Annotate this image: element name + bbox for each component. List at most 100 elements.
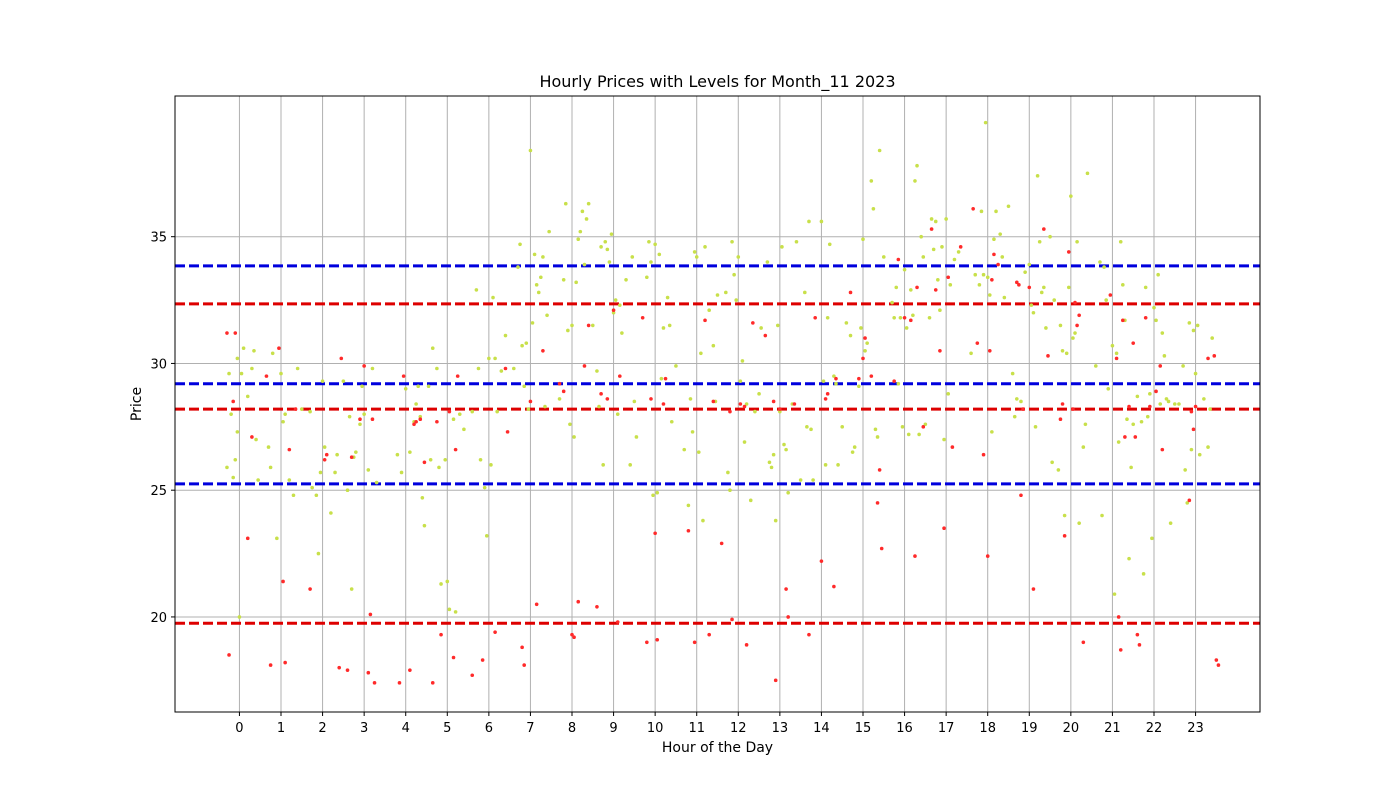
- green-data-point: [349, 587, 354, 591]
- red-data-point: [1015, 280, 1019, 285]
- green-data-point: [545, 313, 549, 318]
- y-tick-label: 25: [150, 484, 167, 499]
- red-data-point: [572, 635, 576, 640]
- red-data-point: [1206, 356, 1210, 361]
- red-data-point: [869, 374, 874, 378]
- green-data-point: [287, 478, 292, 482]
- green-data-point: [819, 219, 824, 224]
- green-data-point: [771, 452, 776, 457]
- red-data-point: [792, 402, 797, 406]
- green-data-point: [990, 430, 994, 434]
- green-data-point: [360, 384, 364, 389]
- green-data-point: [836, 463, 840, 467]
- x-tick-label: 9: [609, 721, 617, 736]
- red-data-point: [231, 399, 235, 404]
- green-data-point: [399, 470, 404, 475]
- green-data-point: [921, 255, 926, 259]
- green-data-point: [823, 463, 828, 467]
- green-data-point: [1210, 336, 1214, 340]
- green-data-point: [730, 239, 734, 244]
- green-data-point: [690, 430, 695, 434]
- green-data-point: [659, 376, 664, 381]
- red-data-point: [834, 376, 838, 381]
- x-tick-label: 16: [896, 721, 913, 736]
- x-tick-label: 18: [979, 721, 996, 736]
- green-data-point: [245, 394, 250, 399]
- red-data-point: [778, 407, 782, 411]
- red-data-point: [1075, 323, 1079, 328]
- red-data-point: [225, 331, 229, 335]
- green-data-point: [229, 412, 233, 416]
- green-data-point: [231, 475, 235, 480]
- green-data-point: [1208, 407, 1212, 411]
- red-data-point: [615, 620, 620, 624]
- red-data-point: [447, 409, 452, 414]
- green-data-point: [927, 316, 932, 320]
- green-data-point: [1071, 336, 1075, 340]
- green-data-point: [310, 485, 314, 490]
- green-data-point: [1052, 298, 1057, 302]
- green-data-point: [572, 435, 576, 439]
- green-data-point: [909, 288, 913, 292]
- green-data-point: [476, 366, 481, 371]
- red-data-point: [861, 356, 865, 361]
- red-data-point: [451, 655, 456, 660]
- green-data-point: [1100, 513, 1104, 518]
- axis-ticks: 0 1 2 3 4 5 6 7 8 9 10 11 12 13 14 15 16 17 18 19 20 21 22 2320…: [150, 231, 1203, 736]
- x-tick-label: 22: [1146, 721, 1163, 736]
- green-data-point: [526, 407, 531, 411]
- green-data-point: [1114, 351, 1119, 356]
- green-data-point: [1106, 386, 1111, 391]
- x-tick-label: 6: [485, 721, 493, 736]
- green-data-point: [395, 452, 400, 457]
- red-data-point: [825, 392, 830, 396]
- green-data-point: [520, 343, 524, 348]
- green-data-point: [445, 579, 450, 584]
- red-data-point: [370, 417, 375, 422]
- green-data-point: [1185, 501, 1190, 505]
- green-data-point: [539, 275, 543, 280]
- red-data-point: [832, 584, 836, 589]
- red-data-point: [848, 290, 853, 295]
- green-data-point: [653, 242, 657, 247]
- green-data-point: [451, 417, 456, 422]
- green-data-point: [618, 303, 622, 307]
- red-data-point: [362, 364, 366, 368]
- red-data-point: [645, 640, 649, 645]
- x-tick-label: 17: [938, 721, 955, 736]
- chart-title: Hourly Prices with Levels for Month_11 2…: [539, 72, 895, 92]
- green-data-point: [318, 470, 323, 475]
- x-tick-label: 15: [855, 721, 872, 736]
- data-points: [225, 120, 1221, 685]
- green-data-point: [1002, 295, 1007, 300]
- green-data-point: [615, 412, 620, 416]
- green-data-point: [738, 379, 743, 383]
- green-data-point: [736, 255, 741, 259]
- y-tick-label: 20: [150, 611, 167, 626]
- green-data-point: [316, 551, 321, 556]
- green-data-point: [775, 323, 780, 328]
- red-data-point: [985, 554, 990, 558]
- green-data-point: [499, 369, 504, 373]
- green-data-point: [1102, 265, 1106, 269]
- green-data-point: [543, 404, 547, 409]
- green-data-point: [861, 237, 865, 242]
- red-data-point: [1123, 435, 1127, 439]
- green-data-point: [322, 445, 327, 449]
- green-data-point: [1148, 392, 1152, 396]
- green-data-point: [308, 409, 312, 414]
- red-data-point: [751, 321, 755, 325]
- green-data-point: [1139, 419, 1144, 424]
- red-data-point: [414, 419, 418, 424]
- green-data-point: [906, 432, 911, 437]
- green-data-point: [532, 252, 537, 257]
- red-data-point: [742, 404, 747, 409]
- x-tick-label: 19: [1021, 721, 1038, 736]
- green-data-point: [237, 615, 242, 619]
- x-tick-label: 12: [730, 721, 747, 736]
- green-data-point: [1056, 468, 1061, 472]
- green-data-point: [586, 201, 591, 206]
- green-data-point: [370, 366, 375, 371]
- green-data-point: [692, 250, 697, 254]
